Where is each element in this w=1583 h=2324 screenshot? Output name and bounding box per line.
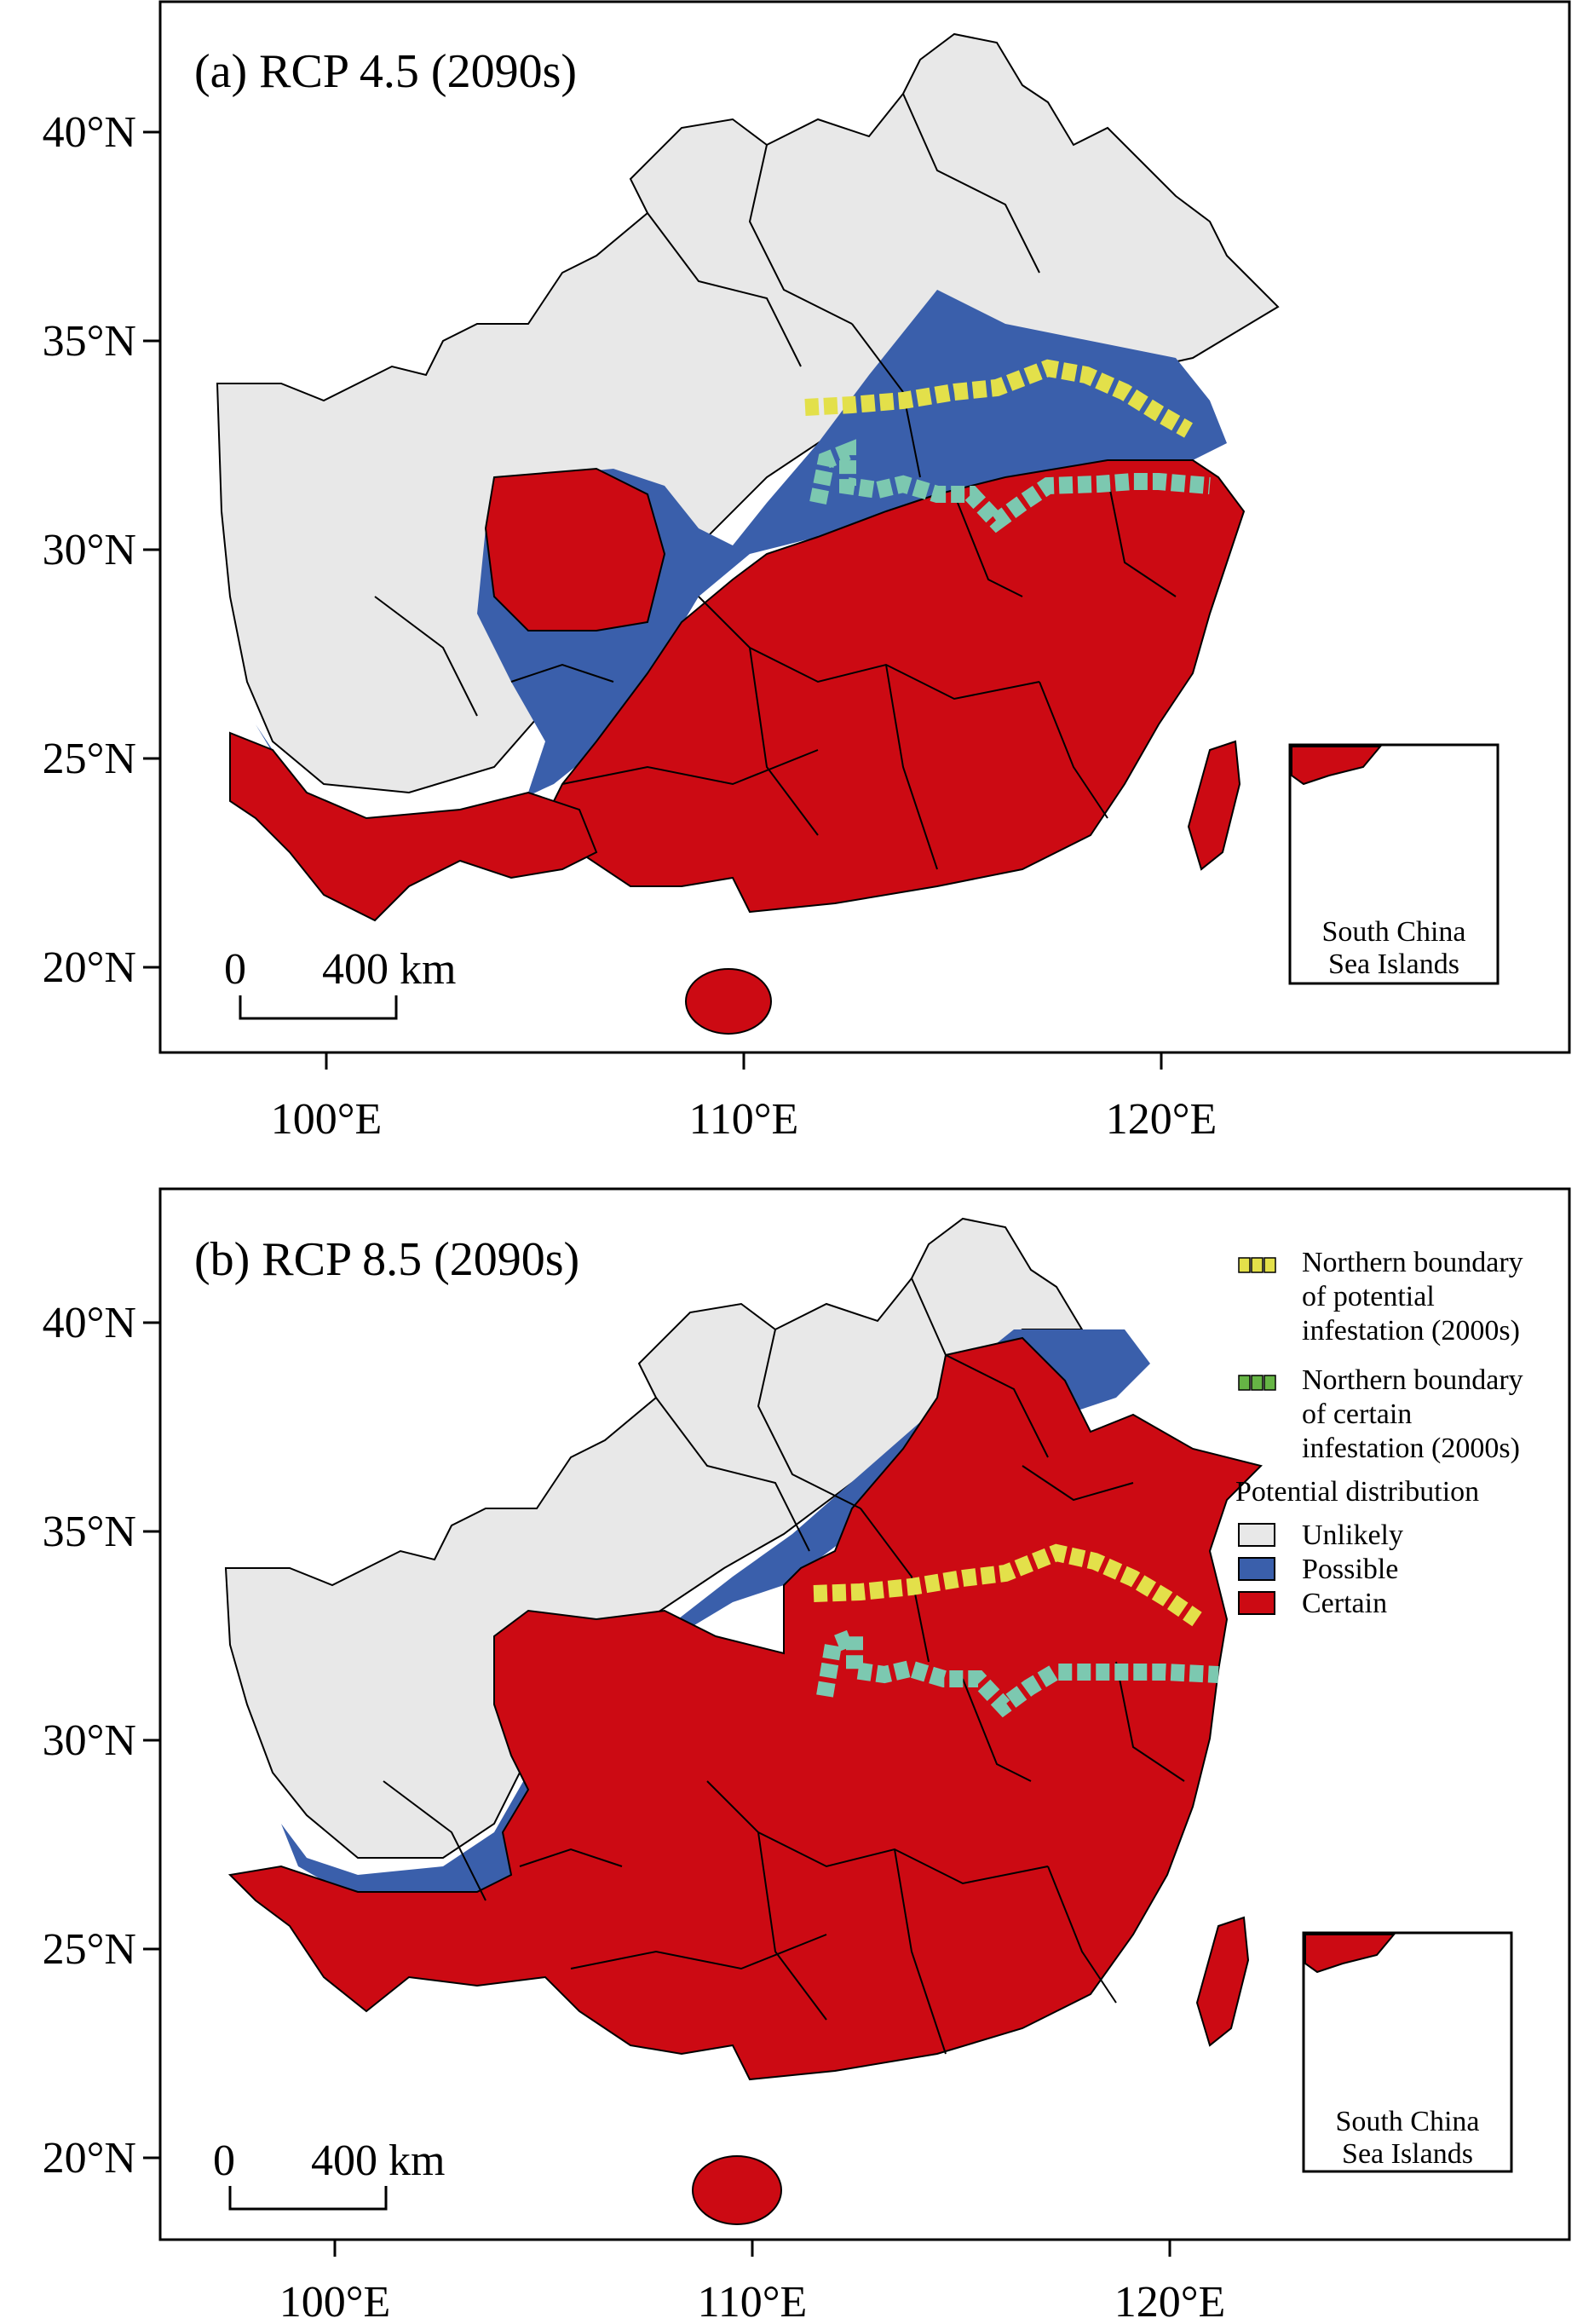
panel-a-scalebar-dist: 400 km bbox=[322, 945, 456, 994]
panel-b-lat-label: 20°N bbox=[43, 2134, 136, 2183]
legend-certain-boundary-swatch bbox=[1238, 1375, 1276, 1391]
panel-a-lat-axis: 40°N 35°N 30°N 25°N 20°N bbox=[43, 108, 160, 992]
panel-a-lat-label: 35°N bbox=[43, 317, 136, 366]
panel-a-inset-label-1: South China bbox=[1321, 916, 1465, 948]
panel-a-hainan bbox=[685, 968, 772, 1035]
legend-unlikely-swatch bbox=[1238, 1523, 1275, 1547]
legend-possible-label: Possible bbox=[1302, 1554, 1398, 1585]
legend-certain-boundary-line1: Northern boundary bbox=[1302, 1364, 1523, 1396]
panel-b-inset-label-2: Sea Islands bbox=[1342, 2138, 1473, 2170]
panel-a-lat-label: 20°N bbox=[43, 943, 136, 992]
panel-b-lat-axis: 40°N 35°N 30°N 25°N 20°N bbox=[43, 1299, 160, 2183]
panel-b-lon-label: 110°E bbox=[698, 2278, 808, 2324]
panel-b-potential-boundary bbox=[813, 1543, 1202, 1627]
panel-b-certain-region bbox=[227, 1336, 1263, 2081]
legend-potential-boundary-line3: infestation (2000s) bbox=[1302, 1315, 1520, 1347]
panel-a-certain-boundary bbox=[809, 439, 1211, 533]
panel-b-taiwan bbox=[1195, 1916, 1250, 2047]
legend-potential-boundary-line2: of potential bbox=[1302, 1281, 1435, 1312]
panel-b-unlikely-region bbox=[224, 1217, 1084, 1859]
legend-certain-boundary-line3: infestation (2000s) bbox=[1302, 1433, 1520, 1464]
legend-potential-boundary-line1: Northern boundary bbox=[1302, 1247, 1523, 1278]
panel-a-certain-region bbox=[544, 459, 1246, 914]
panel-b-lat-label: 40°N bbox=[43, 1299, 136, 1347]
panel-b-lat-label: 35°N bbox=[43, 1508, 136, 1556]
panel-a-possible-region bbox=[256, 290, 1227, 835]
panel-a-lon-label: 110°E bbox=[689, 1095, 799, 1144]
panel-a-lon-label: 100°E bbox=[271, 1095, 383, 1144]
panel-a-potential-boundary bbox=[804, 359, 1193, 438]
panel-a-lat-label: 40°N bbox=[43, 108, 136, 157]
panel-a-inset-label-2: Sea Islands bbox=[1328, 949, 1459, 980]
legend-certain-boundary: Northern boundary of certain infestation… bbox=[1238, 1364, 1523, 1464]
panel-b: (b) RCP 8.5 (2090s) 0 400 km South China… bbox=[43, 1187, 1571, 2324]
panel-b-scalebar-dist: 400 km bbox=[311, 2137, 445, 2185]
legend-certain-boundary-line2: of certain bbox=[1302, 1398, 1412, 1430]
panel-a-title: (a) RCP 4.5 (2090s) bbox=[194, 45, 577, 98]
legend-unlikely-label: Unlikely bbox=[1302, 1520, 1403, 1551]
panel-a: (a) RCP 4.5 (2090s) 0 400 km South China… bbox=[43, 0, 1571, 1144]
panel-b-hainan bbox=[692, 2155, 782, 2225]
panel-a-inset bbox=[1288, 743, 1500, 985]
panel-b-scalebar-zero: 0 bbox=[213, 2137, 235, 2185]
legend-possible-swatch bbox=[1238, 1557, 1275, 1581]
panel-b-scalebar bbox=[228, 2186, 388, 2211]
panel-a-lat-label: 25°N bbox=[43, 735, 136, 783]
panel-b-inset bbox=[1302, 1931, 1513, 2173]
panel-a-lat-label: 30°N bbox=[43, 526, 136, 574]
panel-b-lon-label: 100°E bbox=[279, 2278, 391, 2324]
panel-a-lon-label: 120°E bbox=[1106, 1095, 1217, 1144]
panel-a-taiwan bbox=[1187, 740, 1241, 871]
panel-a-inset-land bbox=[1291, 746, 1383, 786]
legend-title: Potential distribution bbox=[1235, 1476, 1479, 1508]
legend-potential-boundary-swatch bbox=[1238, 1257, 1276, 1273]
panel-b-lon-axis: 100°E 110°E 120°E bbox=[279, 2240, 1226, 2324]
panel-b-title: (b) RCP 8.5 (2090s) bbox=[194, 1233, 579, 1286]
panel-b-inset-label-1: South China bbox=[1335, 2106, 1479, 2137]
legend-potential-boundary: Northern boundary of potential infestati… bbox=[1238, 1247, 1523, 1347]
panel-a-certain-sw bbox=[229, 731, 598, 922]
panel-b-certain-boundary bbox=[816, 1623, 1219, 1718]
panel-b-lat-label: 25°N bbox=[43, 1925, 136, 1974]
panel-a-lon-axis: 100°E 110°E 120°E bbox=[271, 1052, 1217, 1144]
panel-b-province-lines bbox=[383, 1277, 1185, 2055]
panel-b-lon-label: 120°E bbox=[1114, 2278, 1226, 2324]
legend-certain-label: Certain bbox=[1302, 1588, 1387, 1619]
panel-a-certain-blob bbox=[484, 467, 666, 631]
legend-certain-swatch bbox=[1238, 1591, 1275, 1615]
panel-b-inset-land bbox=[1304, 1934, 1396, 1974]
panel-a-scalebar bbox=[239, 995, 398, 1020]
panel-a-scalebar-zero: 0 bbox=[224, 945, 246, 994]
legend: Northern boundary of potential infestati… bbox=[1235, 1247, 1523, 1619]
panel-b-lat-label: 30°N bbox=[43, 1716, 136, 1765]
